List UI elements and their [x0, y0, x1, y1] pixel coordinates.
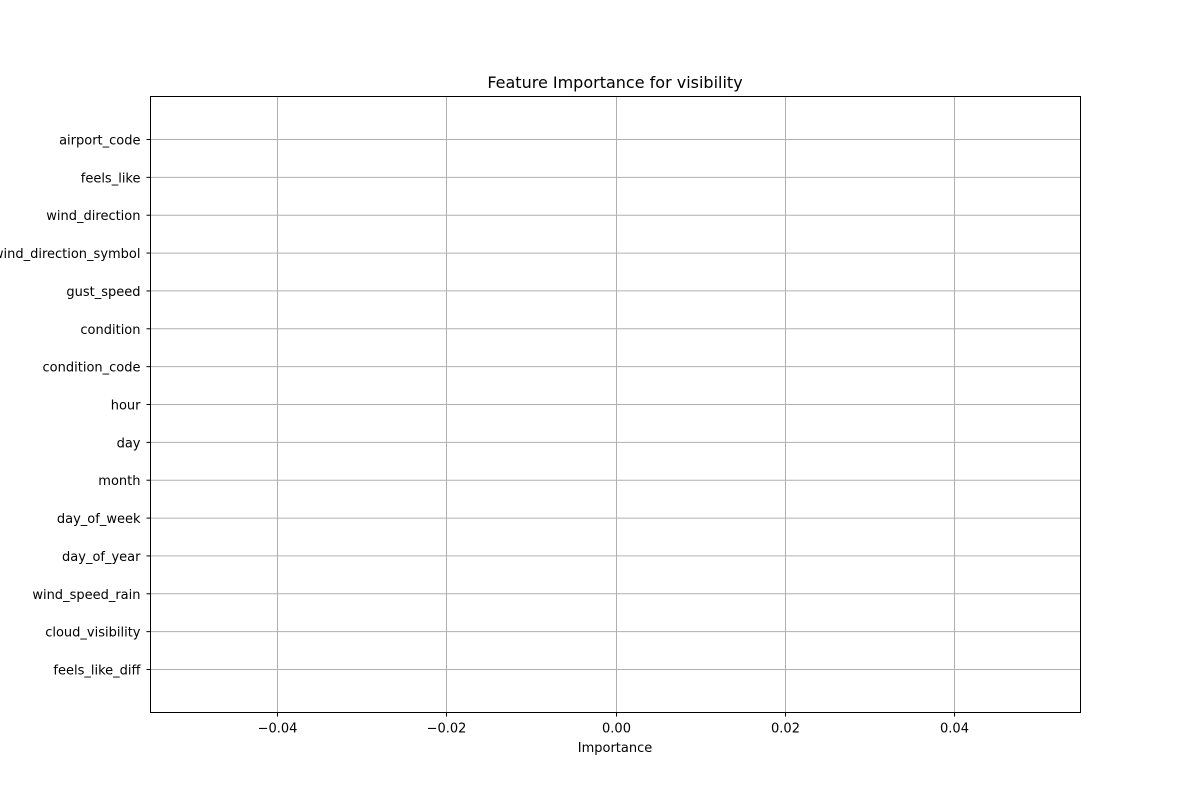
- y-tick-label: cloud_visibility: [45, 626, 141, 641]
- y-gridlines: [150, 139, 1081, 670]
- y-tick-label: condition: [80, 323, 140, 338]
- x-tick-label: −0.04: [258, 722, 298, 737]
- y-tick-label: hour: [111, 399, 141, 414]
- y-tick-label: day_of_year: [62, 550, 141, 565]
- x-axis-ticks: −0.04 −0.02 0.00 0.02 0.04: [258, 712, 969, 737]
- y-tick-label: wind_direction: [46, 209, 140, 224]
- y-tick-label: wind_speed_rain: [32, 588, 140, 603]
- x-tick-label: 0.04: [940, 722, 969, 737]
- y-tick-label: gust_speed: [66, 285, 140, 300]
- y-tick-label: airport_code: [59, 134, 140, 149]
- y-tick-label: month: [98, 474, 140, 489]
- y-tick-label: wind_direction_symbol: [0, 247, 141, 262]
- x-tick-label: −0.02: [427, 722, 467, 737]
- y-tick-label: feels_like: [81, 171, 141, 186]
- x-tick-label: 0.02: [771, 722, 800, 737]
- y-tick-label: day: [117, 436, 141, 451]
- chart-title: Feature Importance for visibility: [487, 73, 742, 92]
- x-axis-label: Importance: [578, 741, 653, 756]
- y-axis-ticks: airport_code feels_like wind_directionwind…: [0, 134, 151, 679]
- y-tick-label: day_of_week: [57, 512, 141, 527]
- x-tick-label: 0.00: [602, 722, 631, 737]
- y-tick-label: condition_code: [43, 361, 141, 376]
- y-tick-label: feels_like_diff: [53, 664, 141, 679]
